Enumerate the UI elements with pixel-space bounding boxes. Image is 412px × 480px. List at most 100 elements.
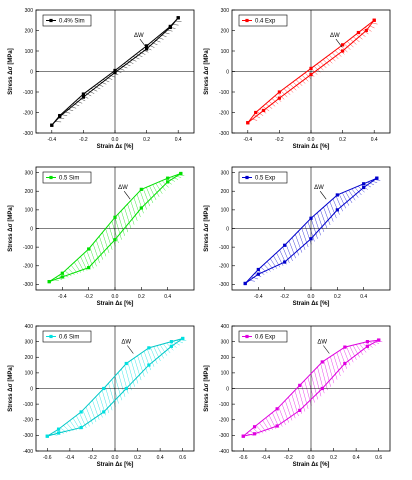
data-point [362, 185, 366, 190]
y-tick-label: -100 [219, 90, 229, 96]
series-line-lower [47, 338, 183, 437]
data-point [79, 410, 83, 414]
y-tick-label: -300 [23, 131, 33, 137]
y-axis-label: Stress Δσ [MPa] [8, 365, 14, 411]
data-point [256, 267, 260, 272]
data-point [275, 424, 279, 428]
x-tick-label: 0.0 [112, 137, 119, 143]
y-tick-label: -200 [23, 264, 33, 270]
loop-energy-pointer [319, 190, 327, 200]
x-tick-label: 0.6 [179, 455, 186, 461]
x-tick-label: 0.4 [164, 294, 171, 300]
data-point [79, 425, 83, 430]
data-point [102, 386, 106, 391]
x-tick-label: -0.4 [66, 455, 75, 461]
y-tick-label: 200 [221, 189, 230, 195]
loop-hatch [248, 179, 381, 282]
y-tick-label: 0 [226, 69, 229, 75]
legend-label: 0.4% Sim [59, 19, 85, 25]
y-tick-label: 300 [25, 339, 34, 345]
loop-energy-label: ΔW [121, 340, 131, 346]
data-point [241, 434, 245, 438]
data-point [81, 92, 85, 96]
x-tick-label: -0.2 [88, 455, 97, 461]
y-tick-label: 0 [30, 386, 33, 392]
x-tick-label: -0.6 [239, 455, 248, 461]
x-axis-label: Strain Δε [%] [97, 301, 134, 307]
data-point [343, 361, 347, 366]
chart-panel-4: -0.4 -0.2 0.0 0.2 0.4 -300 -200 -100 0 100 200 300 S… [204, 166, 391, 307]
data-point [298, 383, 302, 387]
y-tick-label: -300 [23, 282, 33, 288]
x-tick-label: 0.2 [134, 455, 141, 461]
y-axis-label: Stress Δσ [MPa] [204, 365, 210, 411]
data-point [113, 70, 117, 75]
y-tick-label: -100 [23, 402, 33, 408]
x-tick-label: -0.2 [275, 137, 284, 143]
x-tick-label: 0.0 [112, 294, 119, 300]
legend-label: 0.5 Exp [255, 176, 276, 182]
y-tick-label: 300 [221, 170, 230, 176]
loop-energy-label: ΔW [330, 33, 340, 39]
loop-energy-pointer [335, 38, 343, 48]
x-tick-label: 0.2 [339, 137, 346, 143]
y-tick-label: 400 [221, 324, 230, 330]
data-point [169, 340, 174, 344]
y-tick-label: 100 [25, 208, 34, 214]
data-point [50, 123, 54, 127]
x-tick-label: 0.4 [157, 455, 164, 461]
data-point [335, 208, 339, 212]
y-tick-label: -400 [219, 449, 229, 455]
data-point [113, 215, 117, 219]
x-tick-label: 0.4 [360, 294, 367, 300]
data-point [375, 176, 379, 180]
y-tick-label: -200 [219, 264, 229, 270]
data-point [341, 43, 345, 47]
y-tick-label: 300 [25, 8, 34, 14]
data-point [166, 176, 170, 180]
y-tick-label: -200 [23, 418, 33, 424]
y-tick-label: -300 [219, 282, 229, 288]
x-tick-label: -0.4 [262, 455, 271, 461]
loop-energy-pointer [139, 38, 147, 48]
x-tick-label: -0.6 [43, 455, 52, 461]
data-point [145, 47, 149, 51]
x-tick-label: -0.4 [254, 294, 263, 300]
loop-hatch [50, 339, 187, 436]
loop-energy-label: ΔW [118, 185, 128, 191]
legend-label: 0.6 Sim [59, 335, 79, 341]
data-point [275, 407, 279, 411]
loop-hatch [54, 20, 182, 123]
data-point [113, 68, 117, 73]
y-tick-label: -100 [23, 245, 33, 251]
data-point [147, 363, 151, 367]
x-tick-label: -0.4 [58, 294, 67, 300]
x-tick-label: -0.4 [47, 137, 56, 143]
x-tick-label: 0.2 [138, 294, 145, 300]
data-point [277, 90, 281, 94]
legend-box [238, 171, 288, 184]
y-tick-label: -400 [23, 449, 33, 455]
y-tick-label: 200 [25, 28, 34, 34]
x-tick-label: 0.0 [112, 455, 119, 461]
x-tick-label: -0.2 [280, 294, 289, 300]
x-axis-label: Strain Δε [%] [97, 144, 134, 150]
data-point [147, 346, 151, 350]
data-point [139, 206, 143, 210]
chart-panel-5: -0.6 -0.4 -0.2 0.0 0.2 0.4 0.6 -400 -300 -200 -100… [8, 324, 195, 468]
loop-energy-label: ΔW [317, 340, 327, 346]
y-tick-label: 100 [221, 49, 230, 55]
chart-panel-1: -0.4 -0.2 0.0 0.2 0.4 -300 -200 -100 0 100 200 300 S… [8, 8, 195, 150]
series-line-upper [242, 339, 379, 437]
legend-box [42, 171, 92, 184]
y-tick-label: 100 [25, 49, 34, 55]
y-axis-label: Stress Δσ [MPa] [8, 48, 14, 94]
data-point [256, 272, 260, 276]
x-tick-label: 0.4 [175, 137, 182, 143]
x-tick-label: 0.6 [375, 455, 382, 461]
y-tick-label: -300 [23, 433, 33, 439]
y-tick-label: 300 [221, 339, 230, 345]
data-point [113, 238, 117, 242]
data-point [56, 431, 61, 435]
data-point [309, 66, 313, 71]
